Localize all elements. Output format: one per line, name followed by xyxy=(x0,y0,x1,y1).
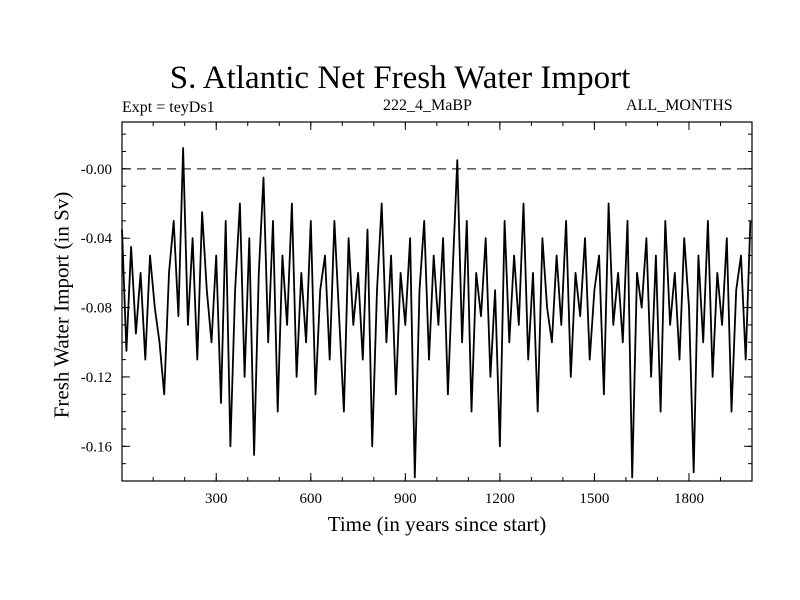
x-axis-label: Time (in years since start) xyxy=(327,512,547,536)
subtitle-months: ALL_MONTHS xyxy=(626,97,733,114)
data-series-line xyxy=(121,147,752,479)
y-tick-label: -0.16 xyxy=(81,439,113,455)
x-tick-label: 1800 xyxy=(674,491,704,507)
y-tick-label: -0.04 xyxy=(81,231,113,247)
y-tick-label: -0.08 xyxy=(81,301,112,317)
x-tick-label: 1500 xyxy=(579,491,609,507)
x-tick-label: 300 xyxy=(205,491,228,507)
x-tick-label: 900 xyxy=(394,491,417,507)
subtitle-experiment: Expt = teyDs1 xyxy=(122,99,215,116)
x-tick-label: 1200 xyxy=(485,491,515,507)
x-tick-label: 600 xyxy=(300,491,323,507)
y-tick-label: -0.00 xyxy=(81,162,112,178)
subtitle-period: 222_4_MaBP xyxy=(383,97,472,114)
chart-title: S. Atlantic Net Fresh Water Import xyxy=(169,60,631,96)
y-tick-label: -0.12 xyxy=(81,370,112,386)
